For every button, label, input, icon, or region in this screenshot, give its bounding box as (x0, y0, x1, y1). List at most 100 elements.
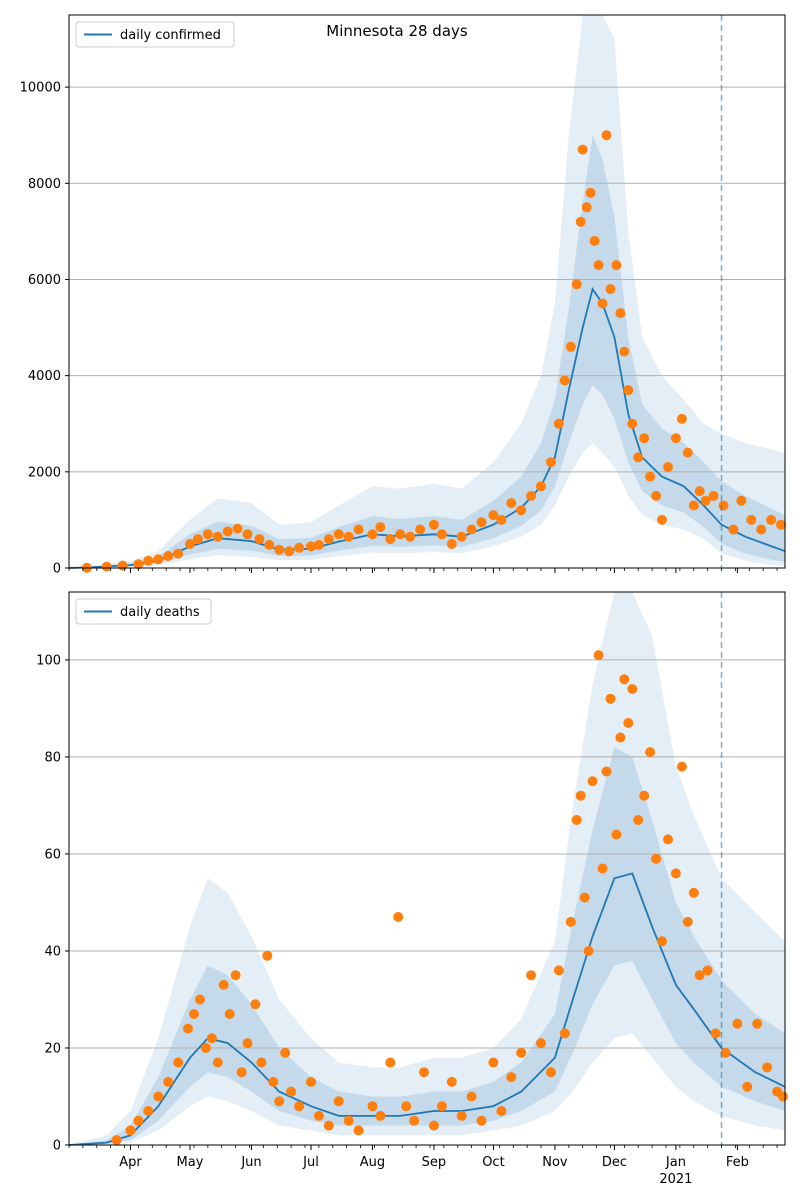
y-tick-label: 0 (53, 1139, 61, 1154)
data-point (353, 1125, 364, 1136)
data-point (111, 1135, 122, 1146)
data-point (663, 834, 673, 845)
data-point (496, 514, 507, 525)
data-point (583, 946, 594, 956)
data-point (694, 970, 705, 981)
chart-title: Minnesota 28 days (326, 22, 468, 40)
data-point (476, 1115, 487, 1126)
y-tick-label: 6000 (28, 273, 61, 288)
data-point (700, 495, 711, 506)
data-point (575, 216, 586, 227)
axes-frame (68, 14, 786, 569)
deaths-gridlines (69, 659, 785, 1049)
data-point (571, 815, 582, 825)
data-point (766, 514, 777, 525)
data-point (409, 1115, 420, 1126)
data-point (385, 534, 396, 545)
data-point (559, 375, 570, 386)
x-tick-label: Apr (119, 1155, 142, 1170)
data-point (446, 539, 457, 549)
data-point (353, 524, 364, 535)
data-point (601, 130, 612, 141)
data-point (456, 531, 467, 542)
data-point (163, 1076, 174, 1087)
data-point (676, 413, 687, 424)
data-point (577, 144, 588, 155)
uncertainty-band-middle (69, 135, 785, 568)
deaths-model-line (68, 872, 786, 1146)
data-point (581, 202, 592, 213)
data-point (415, 524, 426, 535)
data-point (615, 732, 626, 743)
data-point (206, 1033, 217, 1044)
confirmed-uncertainty-bands (69, 15, 785, 568)
data-point (476, 517, 487, 528)
y-tick-label: 80 (44, 750, 61, 765)
data-point (236, 1067, 247, 1078)
data-point (274, 544, 285, 555)
y-tick-label: 2000 (28, 465, 61, 480)
data-point (663, 462, 673, 472)
deaths-x-ticks: Apr May Jun Jul Aug Sep Oct Nov Dec Jan Feb (68, 1145, 778, 1170)
data-point (306, 541, 316, 552)
uncertainty-band-outer (69, 592, 785, 1145)
data-point (702, 965, 713, 976)
data-point (436, 529, 447, 540)
x-tick-label: Dec (602, 1155, 627, 1170)
data-point (173, 1057, 184, 1068)
data-point (611, 260, 622, 271)
data-point (651, 853, 662, 864)
confirmed-legend: daily confirmed (75, 21, 235, 48)
data-point (189, 1009, 199, 1019)
data-point (756, 524, 767, 535)
data-point (375, 522, 386, 533)
data-point (601, 766, 612, 777)
confirmed-x-ticks (68, 568, 778, 573)
data-point (125, 1125, 136, 1136)
data-point (694, 486, 705, 497)
data-point (516, 1047, 527, 1058)
data-point (202, 529, 213, 540)
data-point (343, 1115, 354, 1126)
deaths-y-ticks: 0 20 40 60 80 100 (36, 653, 69, 1154)
data-point (428, 519, 439, 530)
data-point (536, 481, 546, 492)
data-point (605, 284, 616, 295)
data-point (212, 1057, 223, 1068)
x-tick-label: Aug (360, 1155, 385, 1170)
data-point (256, 1057, 267, 1068)
data-point (639, 790, 650, 801)
data-point (250, 999, 261, 1010)
data-point (688, 500, 699, 511)
data-point (579, 892, 590, 903)
data-point (546, 457, 556, 468)
data-point (232, 523, 243, 534)
data-point (401, 1101, 412, 1112)
data-point (200, 1043, 211, 1053)
data-point (597, 298, 608, 309)
confirmed-legend-label: daily confirmed (120, 28, 221, 43)
data-point (676, 761, 687, 772)
data-point (262, 950, 273, 961)
y-tick-label: 4000 (28, 369, 61, 384)
data-point (718, 500, 729, 511)
deaths-observation-points (111, 650, 788, 1146)
data-point (633, 815, 644, 825)
data-point (446, 1076, 457, 1087)
x-tick-label: Nov (542, 1155, 568, 1170)
data-point (633, 452, 644, 463)
data-point (333, 529, 344, 540)
data-point (776, 519, 786, 530)
data-point (192, 534, 203, 545)
data-point (639, 433, 650, 444)
data-point (651, 490, 662, 501)
data-point (212, 531, 223, 542)
data-point (173, 548, 184, 559)
data-point (133, 559, 144, 570)
confirmed-axes-frame (68, 14, 786, 569)
data-point (286, 1086, 297, 1097)
data-point (516, 505, 527, 516)
y-tick-label: 10000 (20, 81, 61, 96)
series-line-daily-deaths (68, 872, 786, 1146)
data-point (284, 546, 295, 557)
